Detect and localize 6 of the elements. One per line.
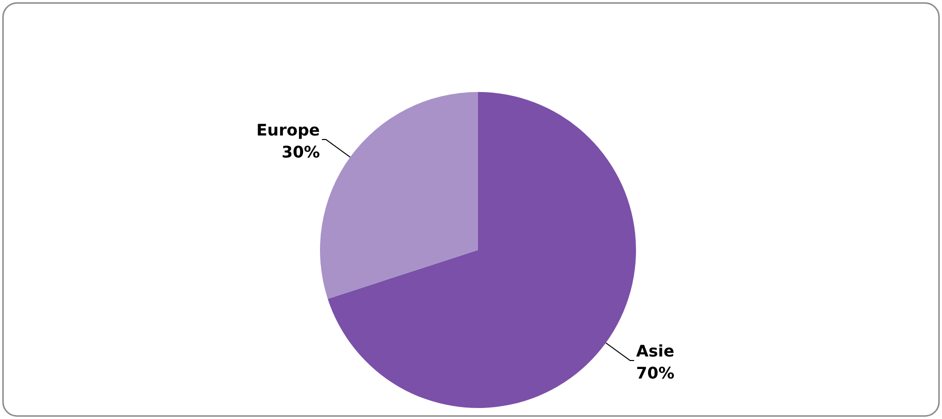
pie-slice — [320, 92, 478, 299]
slice-label: Asie — [636, 342, 674, 361]
slice-label: Europe — [256, 120, 320, 140]
pie-slice — [328, 92, 636, 408]
data-label: 30% — [282, 142, 320, 162]
data-label: 70% — [636, 364, 674, 383]
